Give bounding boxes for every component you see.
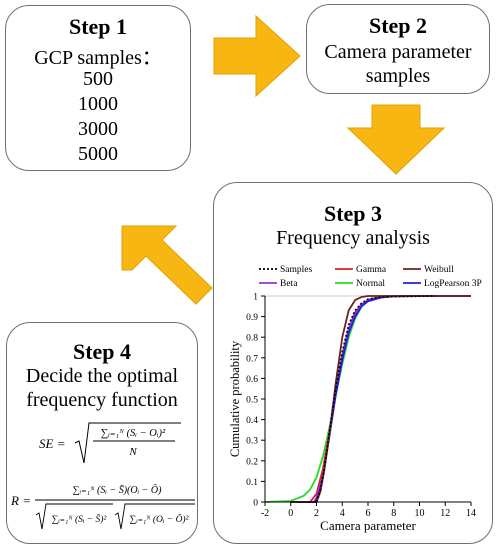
arrow-down-left-icon <box>121 225 213 305</box>
legend-label-samples: Samples <box>280 265 312 275</box>
step2-box: Step 2 Camera parameter samples <box>306 4 490 94</box>
x-tick-label: 10 <box>415 508 425 519</box>
legend-label-beta: Beta <box>280 279 298 289</box>
se-denominator: N <box>128 446 137 458</box>
step2-line1: Camera parameter <box>324 41 472 63</box>
y-tick-label: 0.5 <box>246 396 258 406</box>
y-tick-label: 0.3 <box>246 437 258 447</box>
step2-line2: samples <box>365 65 431 87</box>
series-line-normal <box>264 295 471 503</box>
step2-title: Step 2 <box>368 13 428 38</box>
y-tick-label: 0.9 <box>246 313 258 323</box>
arrow-right-icon <box>213 14 301 98</box>
y-axis-label: Cumulative probability <box>228 340 242 457</box>
x-tick-label: 4 <box>340 508 345 519</box>
legend-label-weibull: Weibull <box>424 265 454 275</box>
series-line-samples <box>315 295 435 503</box>
x-tick-label: 2 <box>314 508 319 519</box>
chart-legend: Samples Gamma Weibull Beta Normal LogPearson … <box>259 265 482 289</box>
y-tick-label: 0 <box>253 499 258 509</box>
se-formula: SE = ∑ᵢ₌₁ᴺ (Sᵢ − Oᵢ)² N <box>39 422 181 464</box>
step3-subtitle: Frequency analysis <box>276 227 430 249</box>
y-tick-label: 0.1 <box>246 478 258 488</box>
legend-label-normal: Normal <box>356 279 385 289</box>
y-tick-label: 0.4 <box>246 416 258 426</box>
step3-title: Step 3 <box>323 201 383 226</box>
x-tick-label: 12 <box>440 508 450 519</box>
y-tick-label: 0.6 <box>246 375 258 385</box>
r-lhs: R = <box>10 493 31 508</box>
r-numerator: ∑ᵢ₌₁ᴺ (Sᵢ − S̄)(Oᵢ − Ō) <box>73 484 163 496</box>
step3-box: Step 3 Frequency analysis <box>213 182 493 544</box>
step1-item-3000: 3000 <box>78 118 118 140</box>
arrow-down-icon <box>346 104 446 175</box>
cdf-chart: Samples Gamma Weibull Beta Normal LogPearson … <box>228 265 482 533</box>
step1-title: Step 1 <box>68 14 128 39</box>
x-tick-label: 14 <box>466 508 476 519</box>
legend-label-logpearson-3p: LogPearson 3P <box>424 279 482 289</box>
step4-box: Step 4 Decide the optimal frequency func… <box>6 322 198 544</box>
y-tick-label: 0.8 <box>246 334 258 344</box>
step4-line2: frequency function <box>26 389 178 411</box>
x-tick-label: 8 <box>391 508 396 519</box>
x-axis-label: Camera parameter <box>320 518 416 533</box>
step4-title: Step 4 <box>72 339 132 364</box>
step1-item-1000: 1000 <box>78 93 118 115</box>
x-tick-label: -2 <box>261 508 269 519</box>
x-tick-label: 6 <box>366 508 371 519</box>
r-formula: R = ∑ᵢ₌₁ᴺ (Sᵢ − S̄)(Oᵢ − Ō) ∑ᵢ₌₁ᴺ (Sᵢ − … <box>10 484 195 530</box>
r-denominator-left: ∑ᵢ₌₁ᴺ (Sᵢ − S̄)² <box>52 513 107 525</box>
legend-label-gamma: Gamma <box>356 265 387 275</box>
y-tick-label: 0.2 <box>246 457 258 467</box>
r-denominator-right: ∑ᵢ₌₁ᴺ (Oᵢ − Ō)² <box>130 513 189 525</box>
x-tick-label: 0 <box>288 508 293 519</box>
step1-box: Step 1 GCP samples： 500 1000 3000 5000 <box>5 5 191 171</box>
step1-heading: GCP samples： <box>34 47 162 69</box>
se-numerator: ∑ᵢ₌₁ᴺ (Sᵢ − Oᵢ)² <box>101 428 166 439</box>
series-line-weibull <box>290 295 471 503</box>
y-tick-label: 1 <box>253 293 258 303</box>
step1-item-500: 500 <box>83 68 113 90</box>
step1-item-5000: 5000 <box>78 143 118 165</box>
step4-line1: Decide the optimal <box>25 365 179 387</box>
y-tick-label: 0.7 <box>246 354 258 364</box>
se-lhs: SE = <box>39 436 65 451</box>
